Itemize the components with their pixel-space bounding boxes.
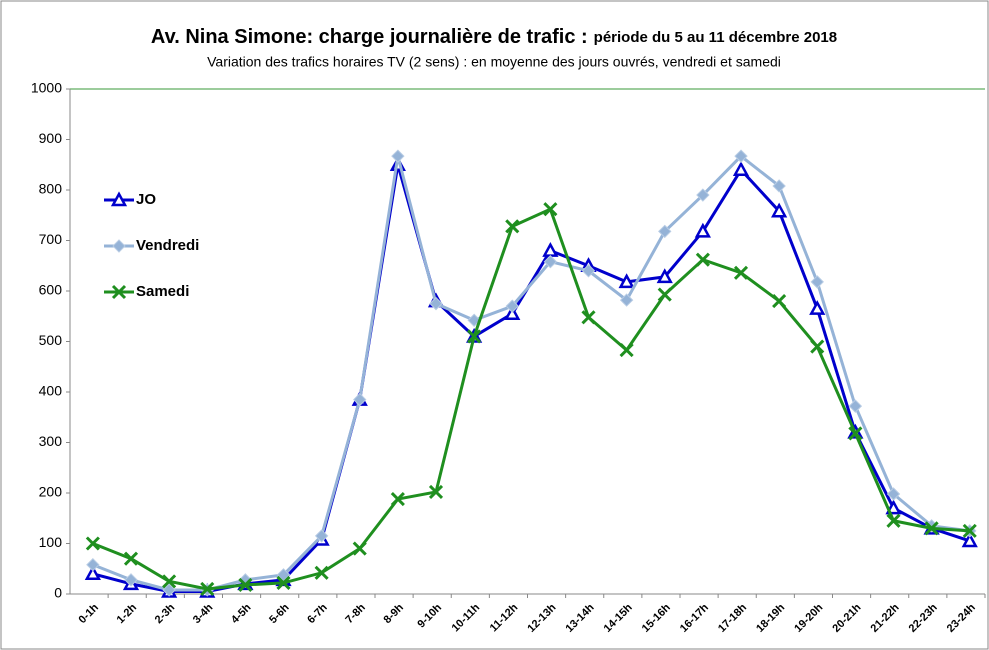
legend-marker [110,191,128,207]
data-point [771,202,788,218]
y-tick-label: 900 [39,130,63,146]
data-point [162,583,176,597]
data-point [657,287,672,302]
y-tick-label: 200 [39,484,63,500]
data-point [543,255,558,269]
data-point [314,529,329,543]
data-point [886,487,901,501]
series-line [92,207,970,591]
data-point [467,329,482,344]
data-point [276,575,291,590]
legend-marker [112,239,126,253]
data-point [695,252,710,267]
data-point [619,293,634,307]
data-point [658,224,672,239]
data-point [429,296,443,311]
data-point [84,565,101,581]
data-point [162,574,177,589]
data-point [390,491,405,507]
data-point [924,521,939,536]
data-point [238,577,253,592]
data-point [581,264,596,278]
data-point [848,426,863,441]
data-point [961,532,978,548]
data-point [694,222,711,238]
data-point [124,573,138,587]
data-point [504,305,521,320]
series-line [92,154,970,592]
data-point [505,299,519,313]
data-point [772,294,787,309]
data-point [809,300,826,315]
data-point [696,188,710,202]
data-point [886,513,901,528]
data-point [656,268,673,284]
chart-title: Av. Nina Simone: charge journalière de t… [151,26,588,48]
data-point [733,265,749,280]
data-point [618,273,635,289]
data-point [581,310,596,325]
y-tick-label: 1000 [31,80,62,96]
data-point [810,275,824,289]
y-tick-label: 600 [39,282,63,298]
data-point [85,536,100,551]
data-point [314,565,329,580]
chart-title-detail: période du 5 au 11 décembre 2018 [594,29,837,46]
data-point [810,339,825,354]
data-point [732,161,750,177]
data-point [428,484,444,500]
data-point [505,219,520,234]
legend-label: Samedi [136,283,189,300]
data-point [123,551,139,566]
y-tick-label: 100 [39,534,63,550]
data-point [86,558,100,572]
data-point [962,523,977,538]
legend-label: JO [136,191,156,208]
legend-marker [111,284,127,300]
y-tick-label: 500 [39,332,63,348]
data-point [543,202,558,217]
data-point [391,149,405,163]
data-point [734,149,748,163]
y-tick-label: 0 [54,585,62,601]
data-point [848,399,863,413]
chart-title-group: Av. Nina Simone: charge journalière de t… [151,26,837,48]
legend-label: Vendredi [136,237,199,254]
data-point [200,581,215,597]
y-tick-label: 800 [39,181,63,197]
y-tick-label: 300 [39,433,63,449]
data-point [619,343,634,358]
y-tick-label: 700 [39,231,63,247]
data-point [772,179,786,193]
chart-subtitle: Variation des trafics horaires TV (2 sen… [207,54,781,70]
data-point [352,541,367,556]
data-point [353,392,367,407]
y-tick-label: 400 [39,383,63,399]
